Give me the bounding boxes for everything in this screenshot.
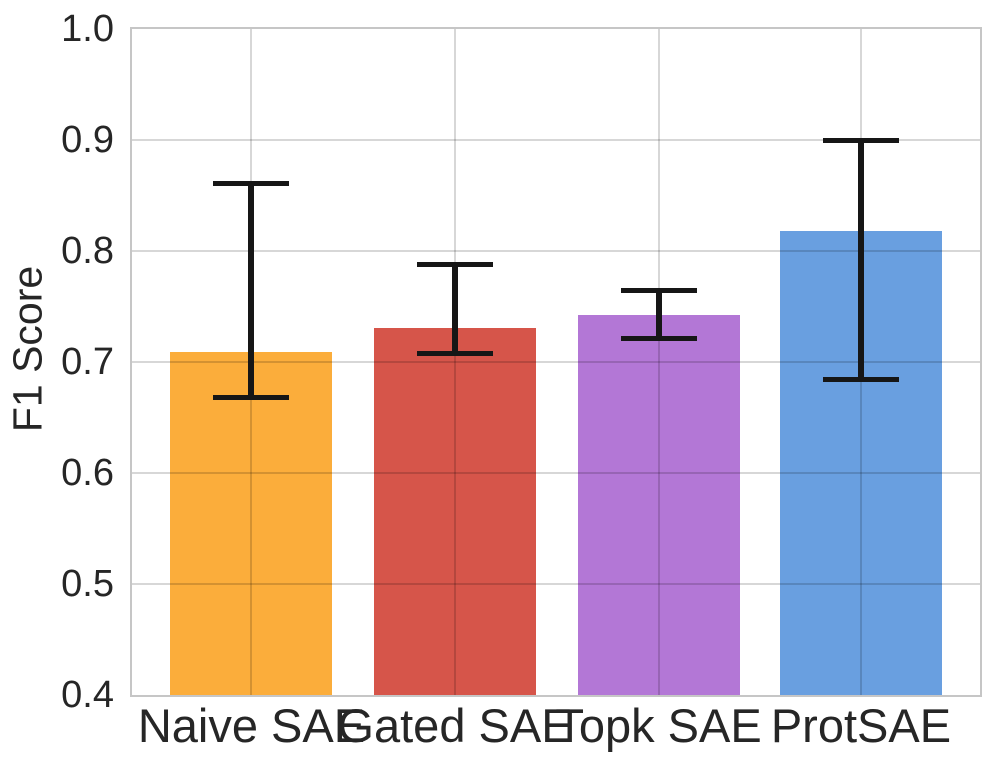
h-gridline-0.7 [132, 361, 980, 363]
x-tick-label-topk-sae: Topk SAE [555, 699, 762, 752]
error-cap-top-gated-sae [417, 261, 493, 267]
y-tick-label-0.5: 0.5 [61, 563, 114, 605]
error-cap-top-naive-sae [213, 180, 290, 186]
v-gridline-gated-sae [454, 29, 456, 695]
plot-area [130, 27, 982, 697]
h-gridline-0.6 [132, 472, 980, 474]
y-tick-label-0.8: 0.8 [61, 230, 114, 272]
error-cap-bottom-naive-sae [213, 395, 290, 401]
error-cap-top-topk-sae [620, 288, 697, 294]
h-gridline-0.8 [132, 250, 980, 252]
x-tick-label-gated-sae: Gated SAE [337, 699, 573, 752]
bar-gated-sae [374, 327, 536, 695]
y-tick-label-0.4: 0.4 [61, 674, 114, 716]
y-tick-label-0.6: 0.6 [61, 452, 114, 494]
bar-topk-sae [577, 315, 740, 695]
error-cap-top-protsae [822, 137, 899, 143]
x-tick-label-naive-sae: Naive SAE [137, 699, 366, 752]
x-tick-label-protsae: ProtSAE [770, 699, 952, 752]
error-bar-topk-sae [655, 290, 662, 339]
error-cap-bottom-protsae [822, 377, 899, 383]
y-tick-label-1.0: 1.0 [61, 8, 114, 50]
h-gridline-0.5 [132, 583, 980, 585]
v-gridline-topk-sae [657, 29, 660, 695]
error-cap-bottom-topk-sae [620, 336, 697, 342]
error-bar-naive-sae [248, 183, 255, 398]
error-bar-protsae [857, 140, 864, 380]
y-tick-label-0.9: 0.9 [61, 119, 114, 161]
error-bar-gated-sae [452, 264, 458, 354]
h-gridline-0.9 [132, 139, 980, 141]
y-tick-label-0.7: 0.7 [61, 341, 114, 383]
error-cap-bottom-gated-sae [417, 350, 493, 356]
bar-naive-sae [170, 352, 333, 695]
